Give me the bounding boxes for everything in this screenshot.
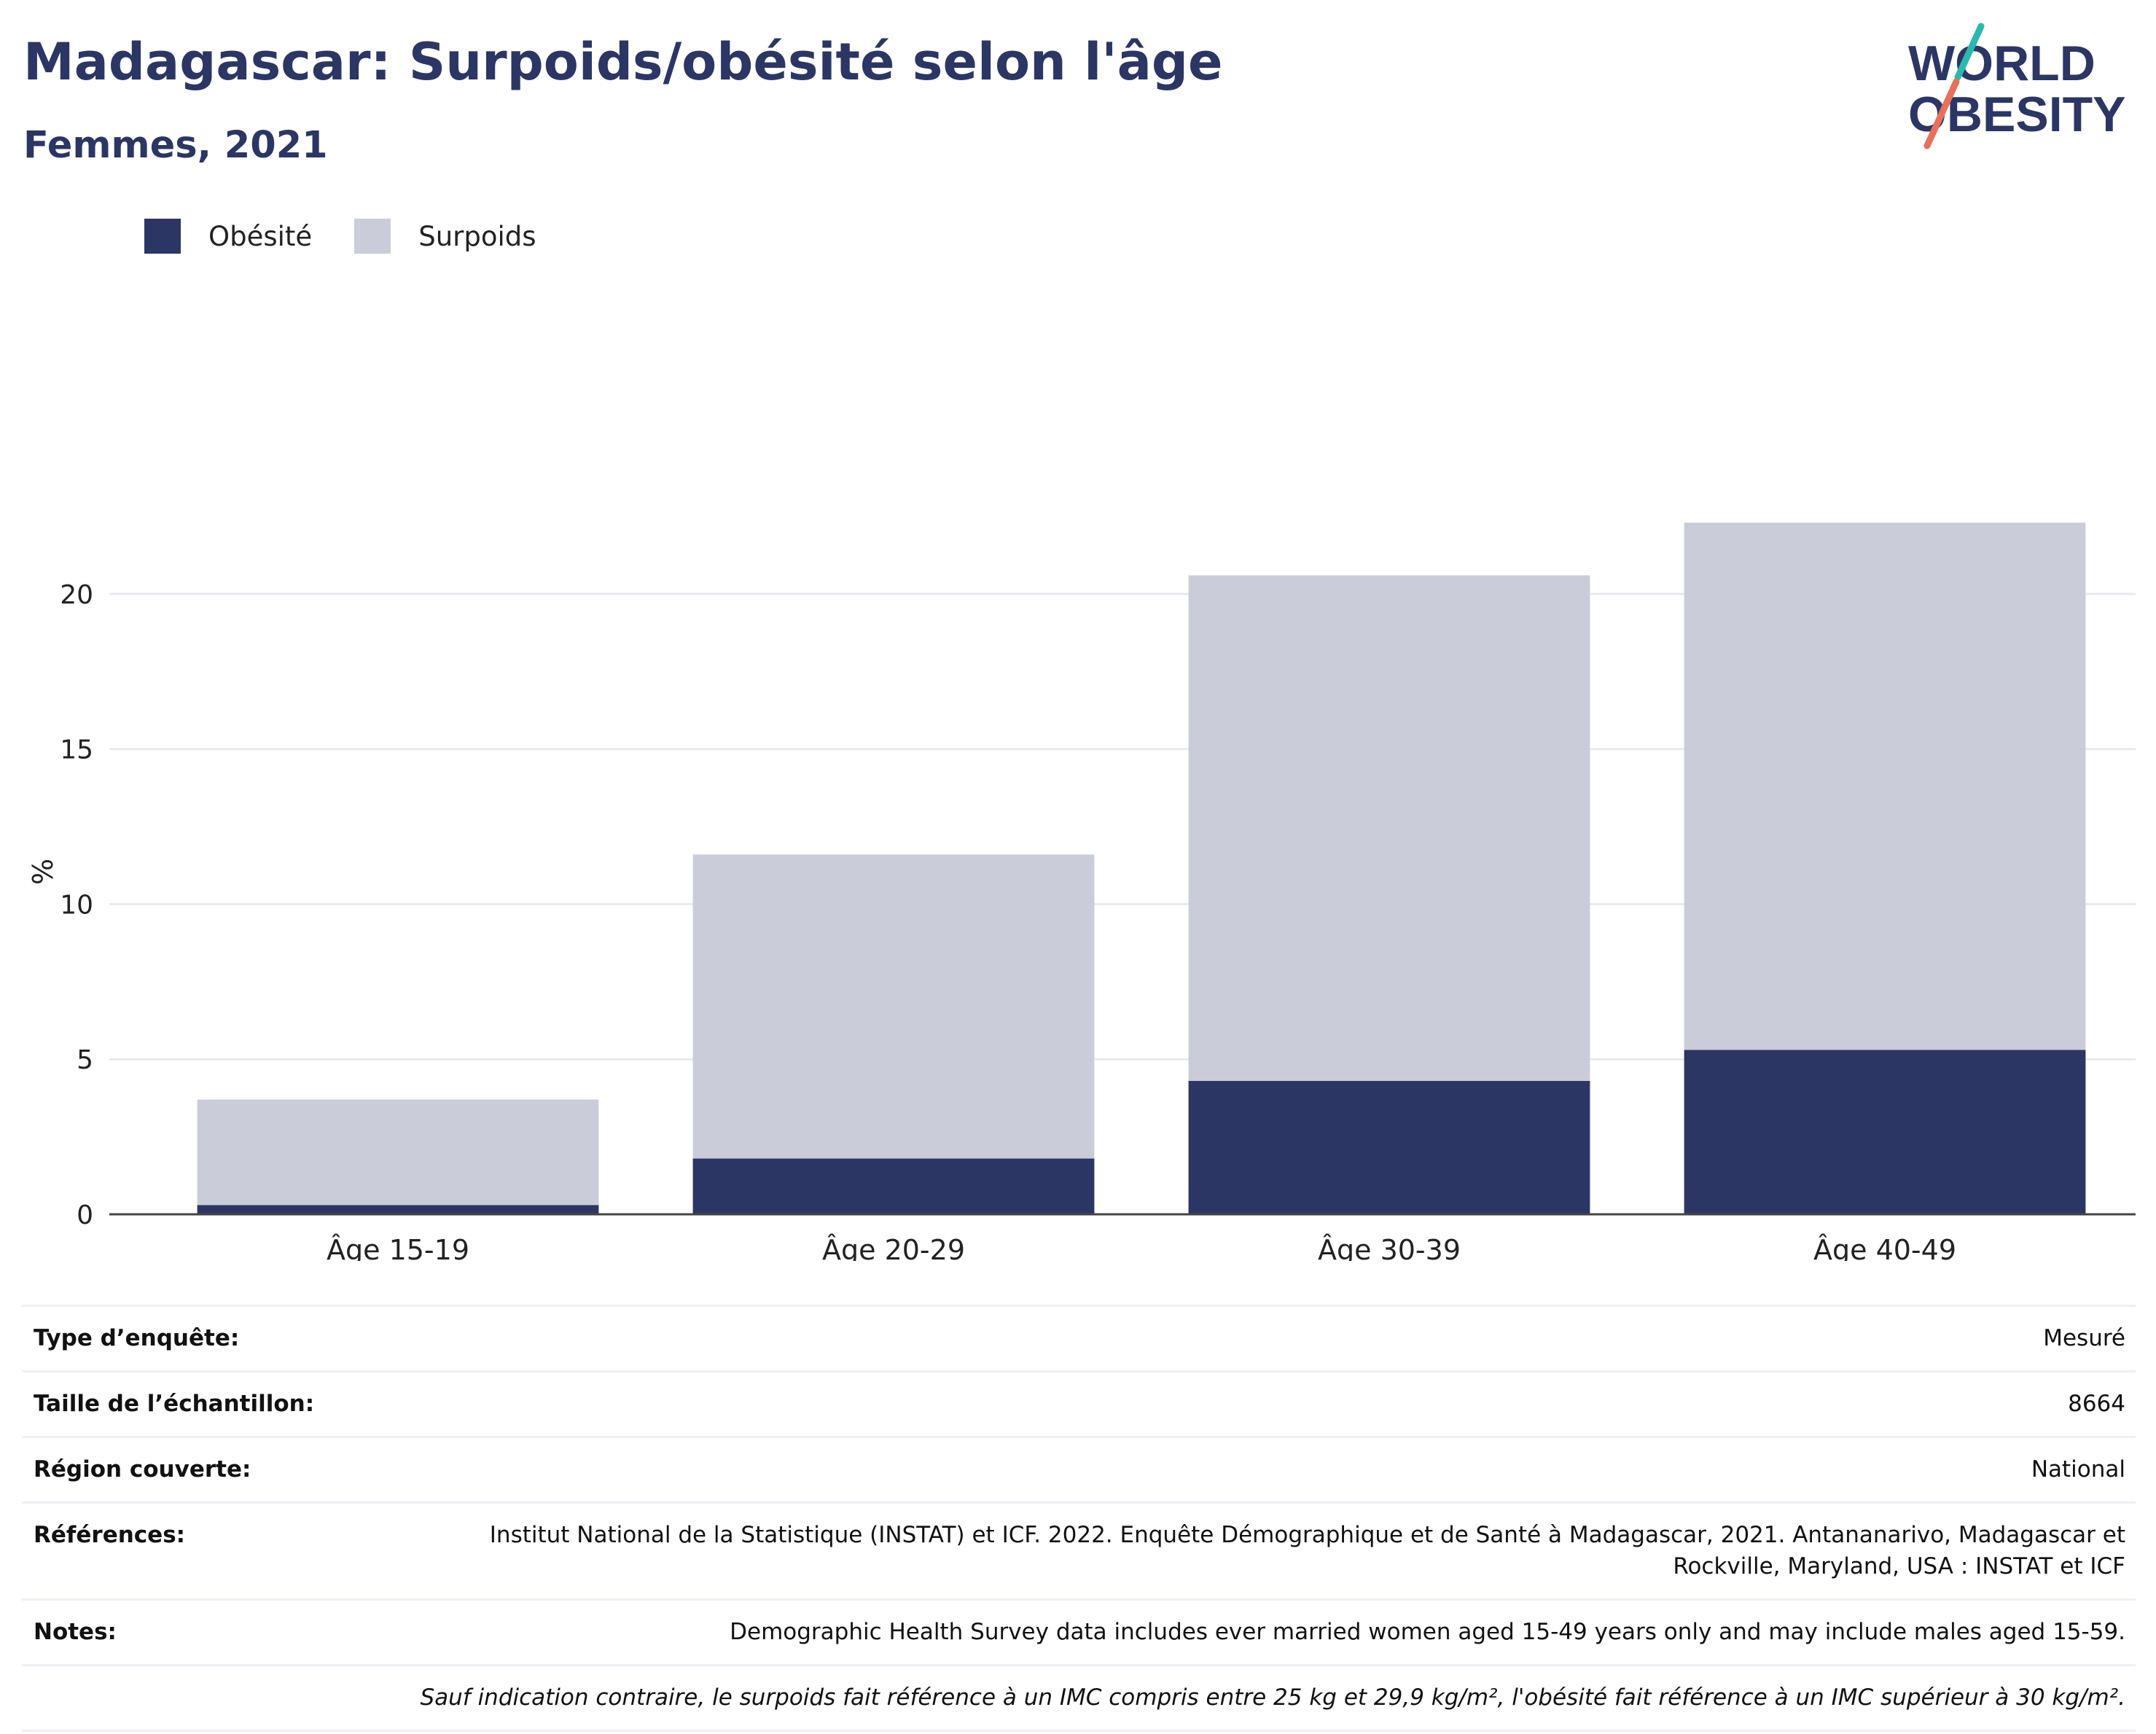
chart-title: Madagascar: Surpoids/obésité selon l'âge [23, 32, 1223, 92]
bar-surpoids-4 [1684, 523, 2086, 1050]
info-row-sample-size: Taille de l’échantillon: 8664 [22, 1372, 2136, 1438]
info-label: Références: [34, 1522, 186, 1548]
bar-ob-sit--2 [692, 1158, 1095, 1214]
info-label: Type d’enquête: [34, 1325, 240, 1351]
bar-surpoids-1 [197, 1099, 599, 1206]
x-tick-label: Âge 30-39 [1318, 1234, 1461, 1261]
chart-subtitle: Femmes, 2021 [23, 124, 328, 167]
info-value: Mesuré [2043, 1325, 2125, 1351]
info-row-footnote: Sauf indication contraire, le surpoids f… [22, 1666, 2136, 1732]
bar-ob-sit--3 [1188, 1081, 1590, 1214]
bar-surpoids-2 [692, 854, 1095, 1159]
info-value: Institut National de la Statistique (INS… [489, 1522, 2125, 1579]
info-label: Taille de l’échantillon: [34, 1391, 315, 1417]
y-tick-label: 0 [77, 1200, 93, 1230]
info-value: 8664 [2068, 1391, 2125, 1417]
info-row-survey-type: Type d’enquête: Mesuré [22, 1307, 2136, 1372]
info-value: National [2031, 1456, 2125, 1483]
logo-slash-coral [1923, 78, 1960, 149]
chart-legend: Obésité Surpoids [144, 217, 579, 255]
bar-ob-sit--4 [1684, 1050, 2086, 1214]
legend-label-surpoids: Surpoids [418, 220, 536, 252]
survey-info-table: Type d’enquête: Mesuré Taille de l’échan… [22, 1305, 2136, 1732]
bar-ob-sit--1 [197, 1205, 599, 1214]
x-tick-label: Âge 40-49 [1813, 1234, 1956, 1261]
world-obesity-logo: WORLD OBESITY [1908, 23, 2126, 149]
logo-text-world: WORLD [1908, 36, 2096, 91]
y-tick-label: 10 [60, 890, 93, 920]
info-footnote: Sauf indication contraire, le surpoids f… [420, 1684, 2125, 1711]
x-tick-label: Âge 20-29 [822, 1234, 965, 1261]
info-row-references: Références: Institut National de la Stat… [22, 1504, 2136, 1601]
bar-chart: 0 5 10 15 20% Âge 15-19 Âge 20-29 Âge 30-39 Âge … [27, 523, 2136, 1261]
info-row-region: Région couverte: National [22, 1438, 2136, 1504]
legend-swatch-obesite [144, 219, 181, 254]
y-tick-label: 5 [77, 1045, 93, 1075]
info-value: Demographic Health Survey data includes … [730, 1619, 2125, 1645]
x-tick-label: Âge 15-19 [327, 1234, 469, 1261]
bar-surpoids-3 [1188, 575, 1590, 1082]
legend-item-surpoids[interactable]: Surpoids [354, 219, 536, 254]
y-tick-label: 20 [60, 580, 93, 610]
legend-swatch-surpoids [354, 219, 391, 254]
info-label: Région couverte: [34, 1456, 251, 1483]
y-tick-label: 15 [60, 735, 93, 765]
legend-label-obesite: Obésité [208, 220, 313, 252]
logo-slash-teal [1954, 23, 1985, 81]
info-row-notes: Notes: Demographic Health Survey data in… [22, 1601, 2136, 1666]
y-axis-title: % [27, 859, 59, 885]
legend-item-obesite[interactable]: Obésité [144, 219, 312, 254]
info-label: Notes: [34, 1619, 117, 1645]
